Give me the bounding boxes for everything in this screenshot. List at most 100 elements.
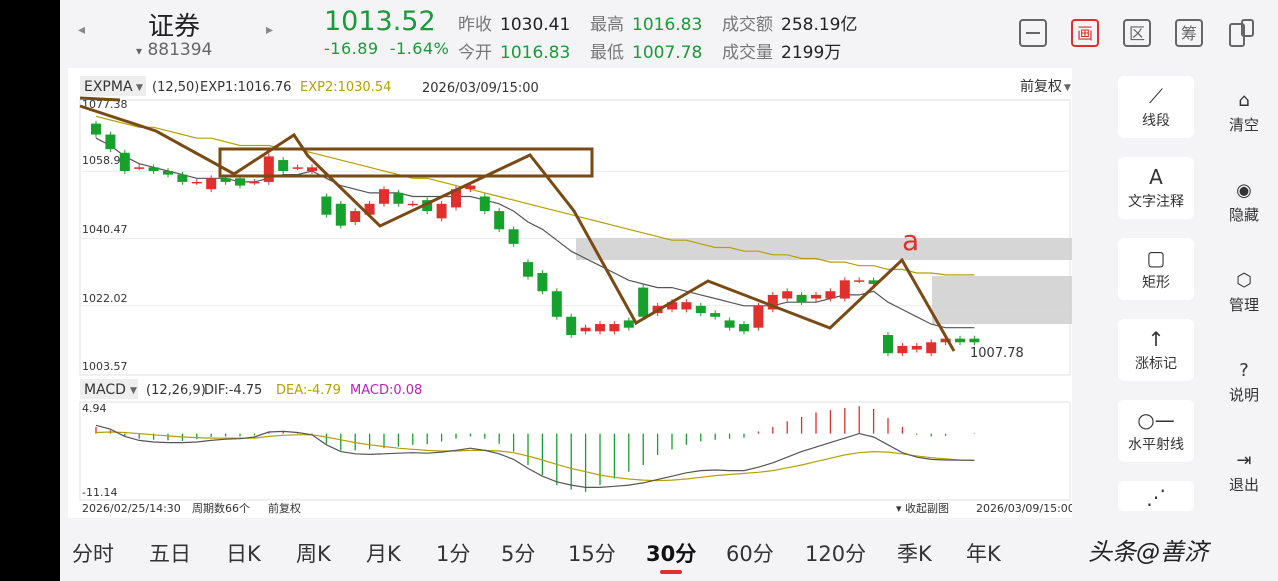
pattern-icon: ⋰: [1146, 485, 1166, 509]
candle-body: [249, 181, 260, 184]
stock-code[interactable]: ▾ 881394: [136, 40, 212, 60]
tool-horizontal-ray[interactable]: ○— 水平射线: [1118, 400, 1194, 462]
candle-body: [969, 338, 980, 343]
text-annotation-icon: A: [1149, 165, 1163, 189]
svg-text:画: 画: [1077, 24, 1093, 43]
dif-line: [95, 424, 975, 488]
tool-up-mark[interactable]: ↑ 涨标记: [1118, 319, 1194, 381]
kline-chart[interactable]: EXPMA ▼ (12,50) EXP1:1016.76 EXP2:1030.5…: [68, 68, 1075, 518]
candle-body: [508, 229, 519, 244]
tool-rectangle[interactable]: ▢ 矩形: [1118, 238, 1194, 300]
open-price: 今开 1016.83: [458, 38, 570, 63]
candle-body: [220, 178, 231, 182]
crosshair-datetime: 2026/03/09/15:00: [422, 81, 539, 96]
stock-title: 证券: [148, 12, 201, 42]
candle-body: [566, 316, 577, 335]
tab-5min[interactable]: 5分: [501, 542, 536, 566]
tab-weekly[interactable]: 周K: [296, 542, 331, 566]
tab-intraday[interactable]: 分时: [72, 542, 114, 566]
side-label: 清空: [1228, 116, 1259, 134]
high-label: 最高: [590, 15, 624, 35]
candle-body: [911, 345, 922, 350]
candle-body: [292, 167, 303, 169]
drawn-annotations[interactable]: [79, 96, 956, 352]
candle-body: [278, 160, 289, 171]
trend-line-drawing[interactable]: [79, 104, 956, 352]
candle-body: [796, 294, 807, 303]
chip-icon[interactable]: 筹: [1174, 18, 1204, 48]
clear-button[interactable]: ⌂ 清空: [1210, 90, 1278, 135]
candlesticks: [91, 120, 980, 357]
annotation-a[interactable]: a: [902, 224, 919, 257]
side-label: 说明: [1228, 386, 1259, 404]
tab-quarterly[interactable]: 季K: [897, 542, 932, 566]
candle-body: [263, 156, 274, 182]
tab-60min[interactable]: 60分: [726, 542, 774, 566]
tab-1min[interactable]: 1分: [436, 542, 471, 566]
change-percent: -1.64%: [389, 39, 450, 58]
consolidation-box[interactable]: [218, 147, 594, 178]
manage-button[interactable]: ⬡ 管理: [1210, 270, 1278, 315]
minus-box-icon[interactable]: [1018, 18, 1048, 48]
high-value: 1016.83: [632, 15, 703, 35]
end-time: 2026/03/09/15:00: [976, 502, 1072, 515]
candle-body: [148, 167, 159, 171]
candle-body: [91, 123, 101, 135]
tool-line-segment[interactable]: ⟋ 线段: [1118, 76, 1194, 138]
gray-zone-upper[interactable]: [576, 238, 1072, 260]
tab-daily[interactable]: 日K: [226, 542, 261, 566]
low-price: 最低 1007.78: [590, 38, 702, 63]
candle-body: [191, 181, 202, 184]
indicator-select[interactable]: [80, 76, 146, 96]
next-stock-arrow-icon[interactable]: ▸: [266, 22, 274, 38]
region-icon[interactable]: 区: [1122, 18, 1152, 48]
candle-body: [638, 287, 649, 317]
help-button[interactable]: ? 说明: [1210, 360, 1278, 405]
hide-button[interactable]: ◉ 隐藏: [1210, 180, 1278, 225]
adjust-select[interactable]: 前复权: [1020, 78, 1062, 95]
drawing-tools-panel: ⟋ 线段 A 文字注释 ▢ 矩形 ↑ 涨标记 ○— 水平射线 ⋰: [1088, 68, 1210, 518]
tool-pattern[interactable]: ⋰: [1118, 481, 1194, 511]
open-label: 今开: [458, 43, 492, 63]
candle-body: [235, 178, 245, 186]
tab-120min[interactable]: 120分: [805, 542, 867, 566]
candle-body: [681, 302, 692, 310]
watermark: 头条@善济: [1088, 538, 1208, 566]
device-switch-icon[interactable]: [1226, 18, 1256, 48]
indicator-dropdown-icon[interactable]: ▼: [136, 83, 143, 93]
y-tick-label: 1022.02: [82, 292, 128, 305]
exit-button[interactable]: ⇥ 退出: [1210, 450, 1278, 495]
svg-text:筹: 筹: [1181, 24, 1197, 43]
prev-stock-arrow-icon[interactable]: ◂: [78, 22, 86, 38]
candle-body: [479, 196, 490, 212]
chart-area[interactable]: EXPMA ▼ (12,50) EXP1:1016.76 EXP2:1030.5…: [68, 68, 1075, 518]
tab-five-day[interactable]: 五日: [149, 542, 191, 566]
tab-15min[interactable]: 15分: [568, 542, 616, 566]
candle-body: [307, 167, 317, 171]
macd-select[interactable]: [80, 379, 138, 399]
draw-icon[interactable]: 画: [1070, 18, 1100, 48]
candle-body: [739, 324, 749, 332]
bottom-adjust: 前复权: [268, 501, 301, 515]
prev-close: 昨收 1030.41: [458, 10, 570, 35]
adjust-dropdown-icon[interactable]: ▼: [1064, 83, 1071, 93]
tab-yearly[interactable]: 年K: [966, 542, 1001, 566]
start-time: 2026/02/25/14:30: [82, 502, 181, 515]
gray-zone-lower[interactable]: [932, 276, 1072, 324]
tool-label: 矩形: [1142, 275, 1170, 291]
candle-body: [393, 192, 404, 204]
collapse-subchart-button[interactable]: ▾ 收起副图: [896, 501, 949, 515]
macd-dropdown-icon[interactable]: ▼: [130, 386, 137, 396]
candle-body: [897, 345, 908, 354]
indicator-params: (12,50): [152, 80, 199, 95]
low-value: 1007.78: [632, 43, 703, 63]
tab-monthly[interactable]: 月K: [366, 542, 401, 566]
up-arrow-icon: ↑: [1147, 327, 1165, 351]
tab-30min[interactable]: 30分: [646, 542, 697, 566]
tool-text-annotation[interactable]: A 文字注释: [1118, 157, 1194, 219]
svg-text:区: 区: [1129, 24, 1145, 43]
exp2-line: [95, 115, 975, 276]
exit-icon: ⇥: [1236, 450, 1252, 471]
candle-body: [854, 280, 865, 282]
candle-body: [551, 291, 562, 317]
